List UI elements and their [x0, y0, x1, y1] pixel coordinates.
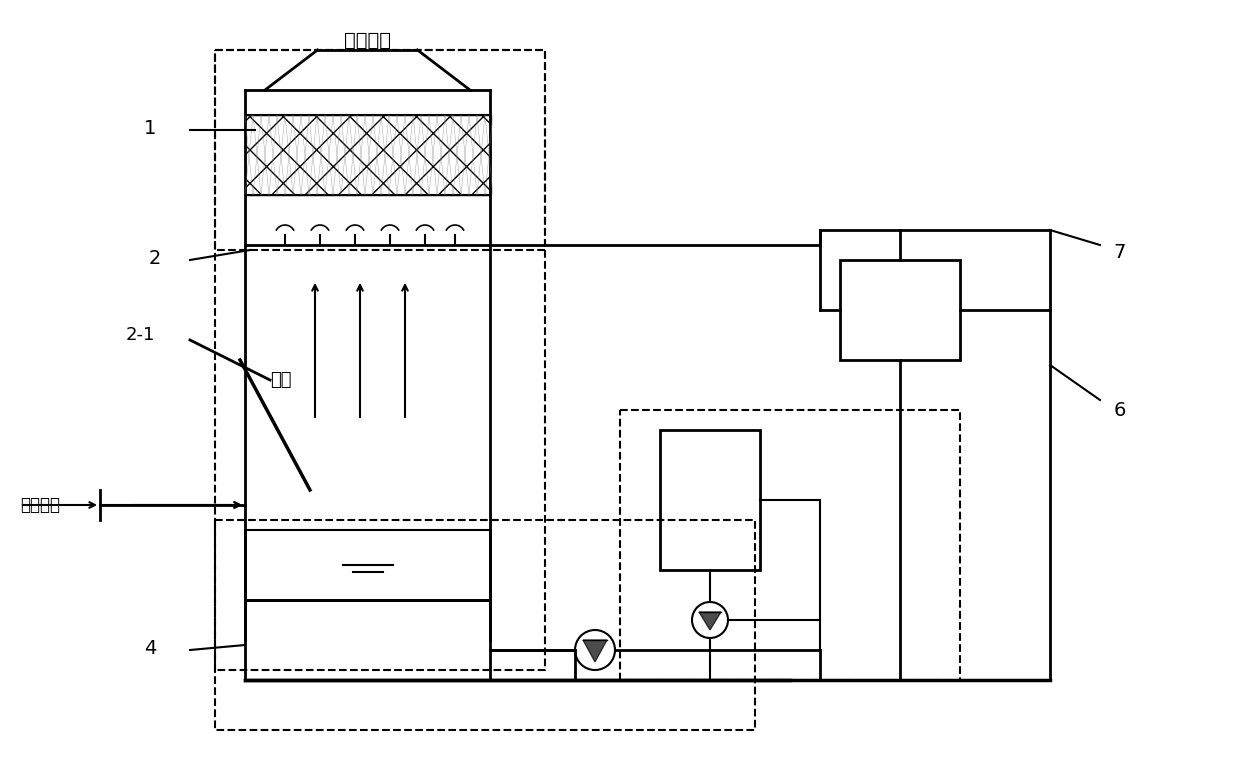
Text: 烟气: 烟气 [270, 371, 291, 389]
Text: 4: 4 [144, 638, 156, 657]
Polygon shape [583, 640, 608, 662]
Text: 烟气入口: 烟气入口 [20, 496, 60, 514]
Text: 7: 7 [1114, 243, 1126, 262]
Bar [215, 520, 755, 730]
Circle shape [575, 630, 615, 670]
Text: 6: 6 [1114, 400, 1126, 419]
Bar [215, 50, 546, 250]
Bar [660, 430, 760, 570]
Bar [839, 260, 960, 360]
Polygon shape [699, 612, 720, 630]
Bar [246, 115, 490, 195]
Text: 1: 1 [144, 118, 156, 137]
Text: 2-1: 2-1 [125, 326, 155, 344]
Circle shape [692, 602, 728, 638]
Text: 2: 2 [149, 249, 161, 268]
Bar [215, 50, 546, 670]
Bar [620, 410, 960, 680]
Text: 烟气出口: 烟气出口 [343, 30, 391, 49]
